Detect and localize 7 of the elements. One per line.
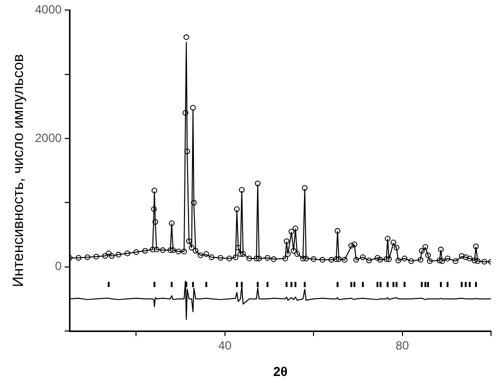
x-tick-label: 80 [396,338,410,353]
y-tick-label: 4000 [34,2,62,17]
x-axis-title: 2θ [273,364,288,379]
y-tick-label: 2000 [34,130,62,145]
y-tick-label: 0 [55,259,62,274]
y-axis-title: Интенсивность, число импульсов [10,54,28,288]
x-tick-label: 40 [218,338,232,353]
